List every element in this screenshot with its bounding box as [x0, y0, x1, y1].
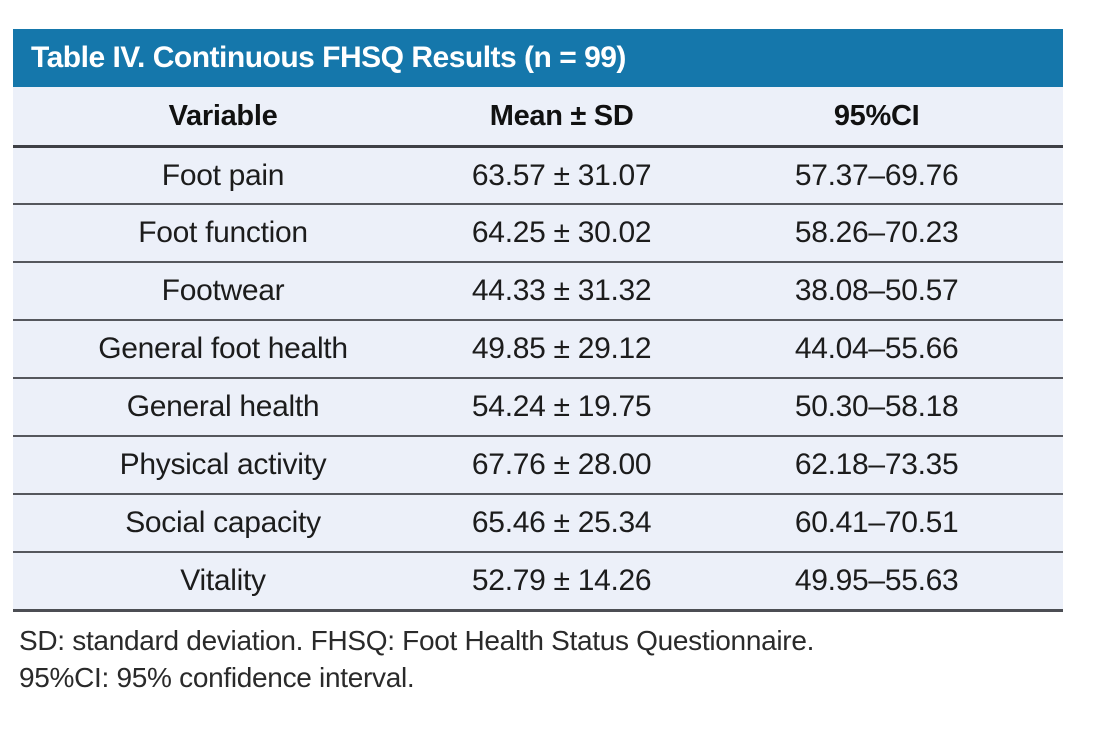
cell-mean-sd: 67.76 ± 28.00: [471, 448, 652, 481]
cell-ci: 62.18–73.35: [794, 448, 959, 481]
cell-variable: Footwear: [161, 274, 285, 307]
footnote-ci-definition: 95%CI: 95% confidence interval.: [19, 662, 415, 693]
table-row-general-foot-health: General foot health 49.85 ± 29.12 44.04–…: [13, 319, 1063, 377]
cell-mean-sd: 54.24 ± 19.75: [471, 390, 652, 423]
cell-variable: General health: [126, 390, 320, 423]
fhsq-results-table: Table IV. Continuous FHSQ Results (n = 9…: [13, 29, 1063, 696]
cell-variable: Foot pain: [161, 158, 285, 192]
table-row-foot-function: Foot function 64.25 ± 30.02 58.26–70.23: [13, 203, 1063, 261]
table-row-social-capacity: Social capacity 65.46 ± 25.34 60.41–70.5…: [13, 493, 1063, 551]
cell-ci: 60.41–70.51: [794, 506, 959, 539]
table-title-bar: Table IV. Continuous FHSQ Results (n = 9…: [13, 29, 1063, 87]
cell-variable: Social capacity: [125, 506, 321, 539]
cell-ci: 44.04–55.66: [794, 332, 959, 365]
column-header-mean-sd: Mean ± SD: [489, 99, 634, 132]
cell-mean-sd: 52.79 ± 14.26: [471, 564, 652, 597]
cell-ci: 58.26–70.23: [794, 216, 959, 249]
cell-mean-sd: 63.57 ± 31.07: [471, 158, 652, 192]
column-header-95ci: 95%CI: [833, 99, 920, 132]
cell-variable: General foot health: [98, 332, 348, 365]
table-footnotes: SD: standard deviation. FHSQ: Foot Healt…: [13, 612, 1063, 696]
cell-ci: 50.30–58.18: [794, 390, 959, 423]
table-title: Table IV. Continuous FHSQ Results (n = 9…: [31, 41, 626, 74]
table-header-row: Variable Mean ± SD 95%CI: [13, 87, 1063, 145]
table-row-foot-pain: Foot pain 63.57 ± 31.07 57.37–69.76: [13, 145, 1063, 203]
table-row-vitality: Vitality 52.79 ± 14.26 49.95–55.63: [13, 551, 1063, 609]
table-row-physical-activity: Physical activity 67.76 ± 28.00 62.18–73…: [13, 435, 1063, 493]
cell-mean-sd: 64.25 ± 30.02: [471, 216, 652, 249]
cell-variable: Foot function: [138, 216, 308, 249]
cell-variable: Physical activity: [119, 448, 327, 481]
cell-ci: 49.95–55.63: [794, 564, 959, 597]
cell-ci: 38.08–50.57: [794, 274, 959, 307]
footnote-abbreviations: SD: standard deviation. FHSQ: Foot Healt…: [19, 625, 815, 656]
cell-mean-sd: 49.85 ± 29.12: [471, 332, 652, 365]
column-header-variable: Variable: [168, 99, 278, 132]
cell-ci: 57.37–69.76: [794, 158, 959, 192]
table-row-general-health: General health 54.24 ± 19.75 50.30–58.18: [13, 377, 1063, 435]
cell-variable: Vitality: [180, 564, 266, 597]
cell-mean-sd: 65.46 ± 25.34: [471, 506, 652, 539]
table-body: Foot pain 63.57 ± 31.07 57.37–69.76 Foot…: [13, 145, 1063, 612]
cell-mean-sd: 44.33 ± 31.32: [471, 274, 652, 307]
table-row-footwear: Footwear 44.33 ± 31.32 38.08–50.57: [13, 261, 1063, 319]
